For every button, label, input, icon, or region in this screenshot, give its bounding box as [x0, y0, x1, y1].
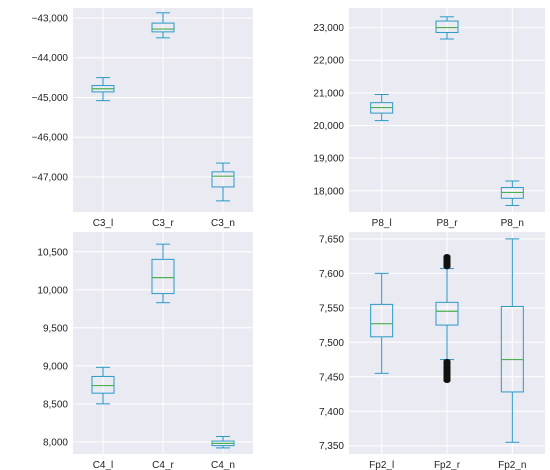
- outlier-point: [443, 254, 451, 260]
- y-tick-label: 8,500: [43, 399, 68, 410]
- x-tick-label: Fp2_l: [369, 460, 394, 470]
- box-P8_n: [500, 180, 524, 206]
- x-tick-label: C4_l: [93, 460, 114, 470]
- chart-panel-2: 18,000 19,000 20,000 21,000 22,000 23,000 P8_l…: [313, 8, 545, 229]
- y-tick-label: 10,500: [37, 247, 68, 258]
- chart-panel-4: 7,350 7,400 7,450 7,500 7,550 7,600 7,650 Fp2_l…: [319, 232, 545, 470]
- y-tick-label: 9,000: [43, 361, 68, 372]
- box-iqr: [151, 22, 175, 33]
- y-tick-label: 22,000: [313, 56, 344, 67]
- y-tick-label: 19,000: [313, 154, 344, 165]
- box-C4_l: [91, 366, 115, 405]
- x-tick-label: Fp2_r: [434, 460, 461, 470]
- box-C4_n: [211, 436, 235, 449]
- y-tick-label: −45,000: [32, 93, 69, 104]
- x-tick-label: P8_l: [372, 218, 392, 229]
- x-tick-label: C3_l: [93, 218, 114, 229]
- x-tick-label: C3_n: [211, 218, 235, 229]
- y-tick-label: 7,550: [319, 303, 344, 314]
- box-P8_l: [370, 93, 394, 122]
- x-tick-label: P8_r: [436, 218, 458, 229]
- box-iqr: [151, 258, 175, 295]
- x-tick-label: C3_r: [152, 218, 174, 229]
- y-tick-label: 21,000: [313, 88, 344, 99]
- box-iqr: [91, 375, 115, 394]
- box-iqr: [435, 20, 459, 33]
- y-tick-label: 7,500: [319, 338, 344, 349]
- outlier-point: [443, 358, 451, 365]
- x-tick-label: C4_n: [211, 460, 235, 470]
- y-tick-label: 9,500: [43, 323, 68, 334]
- y-tick-label: 20,000: [313, 121, 344, 132]
- x-tick-label: Fp2_n: [498, 460, 526, 470]
- y-tick-label: 7,600: [319, 269, 344, 280]
- box-Fp2_r: [435, 254, 459, 384]
- box-iqr: [435, 301, 459, 326]
- x-tick-label: C4_r: [152, 460, 174, 470]
- box-iqr: [211, 171, 235, 188]
- y-tick-label: 8,000: [43, 437, 68, 448]
- box-C3_l: [91, 77, 115, 102]
- box-iqr: [370, 303, 394, 338]
- y-tick-label: −43,000: [32, 13, 69, 24]
- y-tick-label: 7,350: [319, 441, 344, 452]
- box-Fp2_n: [500, 238, 524, 443]
- y-tick-label: −47,000: [32, 173, 69, 184]
- chart-panel-3: 8,000 8,500 9,000 9,500 10,000 10,500 C4_l C4_r…: [37, 232, 253, 470]
- y-tick-label: −44,000: [32, 53, 69, 64]
- x-tick-label: P8_n: [501, 218, 524, 229]
- box-C4_r: [151, 243, 175, 304]
- box-iqr: [500, 305, 524, 393]
- box-C3_n: [211, 162, 235, 202]
- chart-panel-1: −47,000 −46,000 −45,000 −44,000 −43,000 C3_l C…: [32, 8, 253, 229]
- box-C3_r: [151, 12, 175, 39]
- y-tick-label: 18,000: [313, 186, 344, 197]
- y-tick-label: 23,000: [313, 23, 344, 34]
- box-P8_r: [435, 16, 459, 40]
- y-tick-label: 7,400: [319, 407, 344, 418]
- y-tick-label: 10,000: [37, 285, 68, 296]
- y-tick-label: 7,650: [319, 234, 344, 245]
- box-Fp2_l: [370, 272, 394, 374]
- y-tick-label: −46,000: [32, 133, 69, 144]
- y-tick-label: 7,450: [319, 372, 344, 383]
